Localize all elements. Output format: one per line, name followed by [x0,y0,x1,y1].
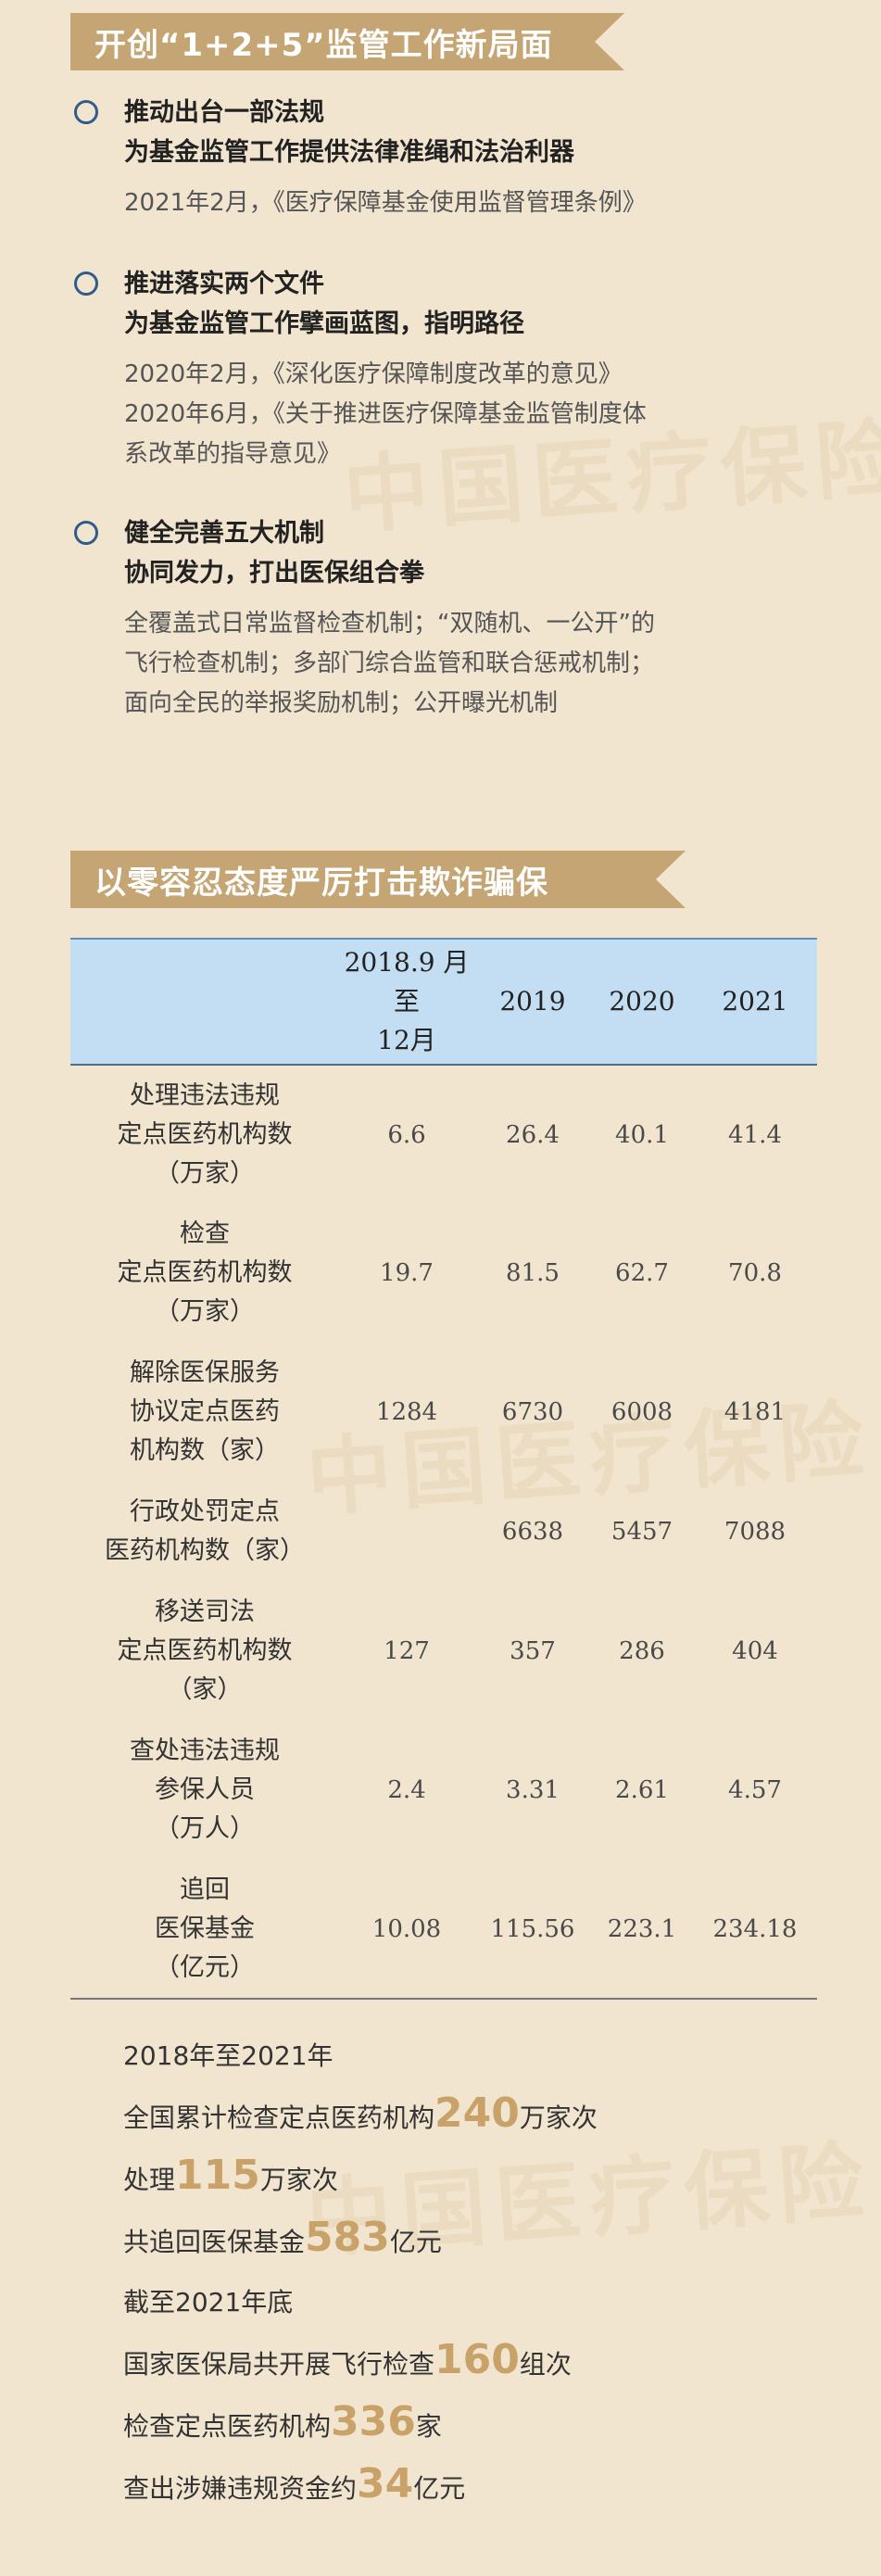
table-cell: 3.31 [506,1776,560,1804]
section2-banner: 以零容忍态度严厉打击欺诈骗保 [70,851,686,908]
summary-block-2018-2021: 2018年至2021年 全国累计检查定点医药机构240万家次 处理115万家次 共追… [123,2027,598,2271]
table-row: 处理违法违规 定点医药机构数 （万家） 6.6 26.4 40.1 41.4 [70,1065,817,1204]
summary-text: 检查定点医药机构 [123,2411,332,2442]
table-cell: 40.1 [615,1120,669,1149]
summary-unit: 万家次 [259,2165,338,2195]
summary-line: 全国累计检查定点医药机构240万家次 [123,2085,598,2147]
table-cell: 357 [510,1637,556,1665]
table-cell: 10.08 [339,1860,474,2000]
table-row: 检查 定点医药机构数 （万家） 19.7 81.5 62.7 70.8 [70,1204,817,1343]
summary-line: 检查定点医药机构336家 [123,2393,572,2456]
section2-title: 以零容忍态度严厉打击欺诈骗保 [94,864,548,902]
highlight-number: 115 [175,2152,260,2199]
summary-line: 查出涉嫌违规资金约34亿元 [123,2456,572,2518]
table-row: 移送司法 定点医药机构数 （家） 127 357 286 404 [70,1582,817,1721]
summary-unit: 组次 [519,2349,572,2380]
table-cell: 4181 [724,1398,787,1426]
table-cell: 6638 [501,1518,564,1546]
circle-bullet-icon [74,271,98,296]
stats-table: 2018.9 月至 12月 2019 2020 2021 处理违法违规 定点医药机构数 （万… [70,938,817,2000]
summary-line: 共追回医保基金583亿元 [123,2209,598,2271]
circle-bullet-icon [74,100,98,124]
item-title: 推进落实两个文件 为基金监管工作擘画蓝图，指明路径 [124,270,524,338]
highlight-number: 160 [434,2336,520,2383]
summary-heading: 截至2021年底 [123,2287,294,2317]
summary-text: 共追回医保基金 [123,2227,306,2257]
list-item-mechanisms: 健全完善五大机制 协同发力，打出医保组合拳 全覆盖式日常监督检查机制；“双随机、… [74,513,815,724]
summary-text: 国家医保局共开展飞行检查 [123,2349,435,2380]
table-cell: 223.1 [591,1860,693,2000]
table-cell: 115.56 [474,1860,591,2000]
row-label: 移送司法 定点医药机构数 （家） [117,1597,293,1704]
table-header-cell: 2021 [693,938,817,1066]
table-cell: 26.4 [506,1120,560,1149]
row-label: 行政处罚定点 医药机构数（家） [105,1497,305,1565]
highlight-number: 583 [305,2214,390,2261]
table-header-row: 2018.9 月至 12月 2019 2020 2021 [70,938,817,1066]
summary-unit: 万家次 [519,2102,598,2133]
list-item-documents: 推进落实两个文件 为基金监管工作擘画蓝图，指明路径 2020年2月，《深化医疗保… [74,264,815,474]
summary-unit: 亿元 [413,2473,466,2504]
section1-title: 开创“1+2+5”监管工作新局面 [94,26,553,64]
table-cell: 4.57 [728,1776,782,1804]
summary-line: 国家医保局共开展飞行检查160组次 [123,2331,572,2393]
table-cell: 404 [732,1637,778,1665]
summary-text: 查出涉嫌违规资金约 [123,2473,358,2504]
summary-text: 全国累计检查定点医药机构 [123,2102,435,2133]
list-item-regulation: 推动出台一部法规 为基金监管工作提供法律准绳和法治利器 2021年2月，《医疗保… [74,93,815,223]
table-cell: 7088 [724,1518,787,1546]
table-cell: 2.4 [387,1776,426,1804]
table-cell: 1284 [375,1398,438,1426]
table-header-cell [70,938,339,1066]
section1-banner: 开创“1+2+5”监管工作新局面 [70,13,624,70]
row-label: 查处违法违规 参保人员 （万人） [130,1736,280,1843]
summary-line: 处理115万家次 [123,2147,598,2209]
item-body: 全覆盖式日常监督检查机制；“双随机、一公开”的 飞行检查机制；多部门综合监管和联… [124,610,655,717]
summary-unit: 家 [415,2411,442,2442]
table-cell: 6.6 [387,1120,426,1149]
table-cell: 6008 [610,1398,673,1426]
table-cell: 6730 [501,1398,564,1426]
row-label: 检查 定点医药机构数 （万家） [117,1219,293,1326]
highlight-number: 34 [357,2460,414,2507]
table-header-cell: 2018.9 月至 12月 [339,938,474,1066]
table-cell: 70.8 [728,1259,782,1287]
highlight-number: 336 [331,2398,416,2445]
table-cell: 62.7 [615,1259,669,1287]
item-body: 2020年2月，《深化医疗保障制度改革的意见》 2020年6月，《关于推进医疗保… [124,360,647,468]
table-row: 查处违法违规 参保人员 （万人） 2.4 3.31 2.61 4.57 [70,1721,817,1860]
table-row: 解除医保服务 协议定点医药 机构数（家） 1284 6730 6008 4181 [70,1343,817,1482]
item-title: 推动出台一部法规 为基金监管工作提供法律准绳和法治利器 [124,98,574,167]
summary-heading: 2018年至2021年 [123,2040,334,2071]
table-cell [339,1482,474,1582]
table-row: 追回 医保基金 （亿元） 10.08 115.56 223.1 234.18 [70,1860,817,2000]
table-cell: 127 [384,1637,430,1665]
table-header-cell: 2019 [474,938,591,1066]
table-cell: 286 [619,1637,665,1665]
circle-bullet-icon [74,521,98,545]
table-cell: 234.18 [693,1860,817,2000]
table-cell: 81.5 [506,1259,560,1287]
table-body: 处理违法违规 定点医药机构数 （万家） 6.6 26.4 40.1 41.4 检查 定点医药机构… [70,1065,817,2000]
row-label: 解除医保服务 协议定点医药 机构数（家） [130,1358,280,1465]
table-cell: 19.7 [380,1259,434,1287]
item-title: 健全完善五大机制 协同发力，打出医保组合拳 [124,519,424,587]
table-cell: 2.61 [615,1776,669,1804]
table-cell: 5457 [610,1518,673,1546]
table-row: 行政处罚定点 医药机构数（家） 6638 5457 7088 [70,1482,817,1582]
table-header-cell: 2020 [591,938,693,1066]
item-body: 2021年2月，《医疗保障基金使用监督管理条例》 [124,189,647,217]
summary-unit: 亿元 [389,2227,442,2257]
summary-block-2021: 截至2021年底 国家医保局共开展飞行检查160组次 检查定点医药机构336家 查出… [123,2274,572,2518]
table-cell: 41.4 [728,1120,782,1149]
summary-text: 处理 [123,2165,176,2195]
highlight-number: 240 [434,2090,520,2137]
row-label: 处理违法违规 定点医药机构数 （万家） [117,1080,293,1188]
row-label: 追回 医保基金 （亿元） [70,1860,339,2000]
